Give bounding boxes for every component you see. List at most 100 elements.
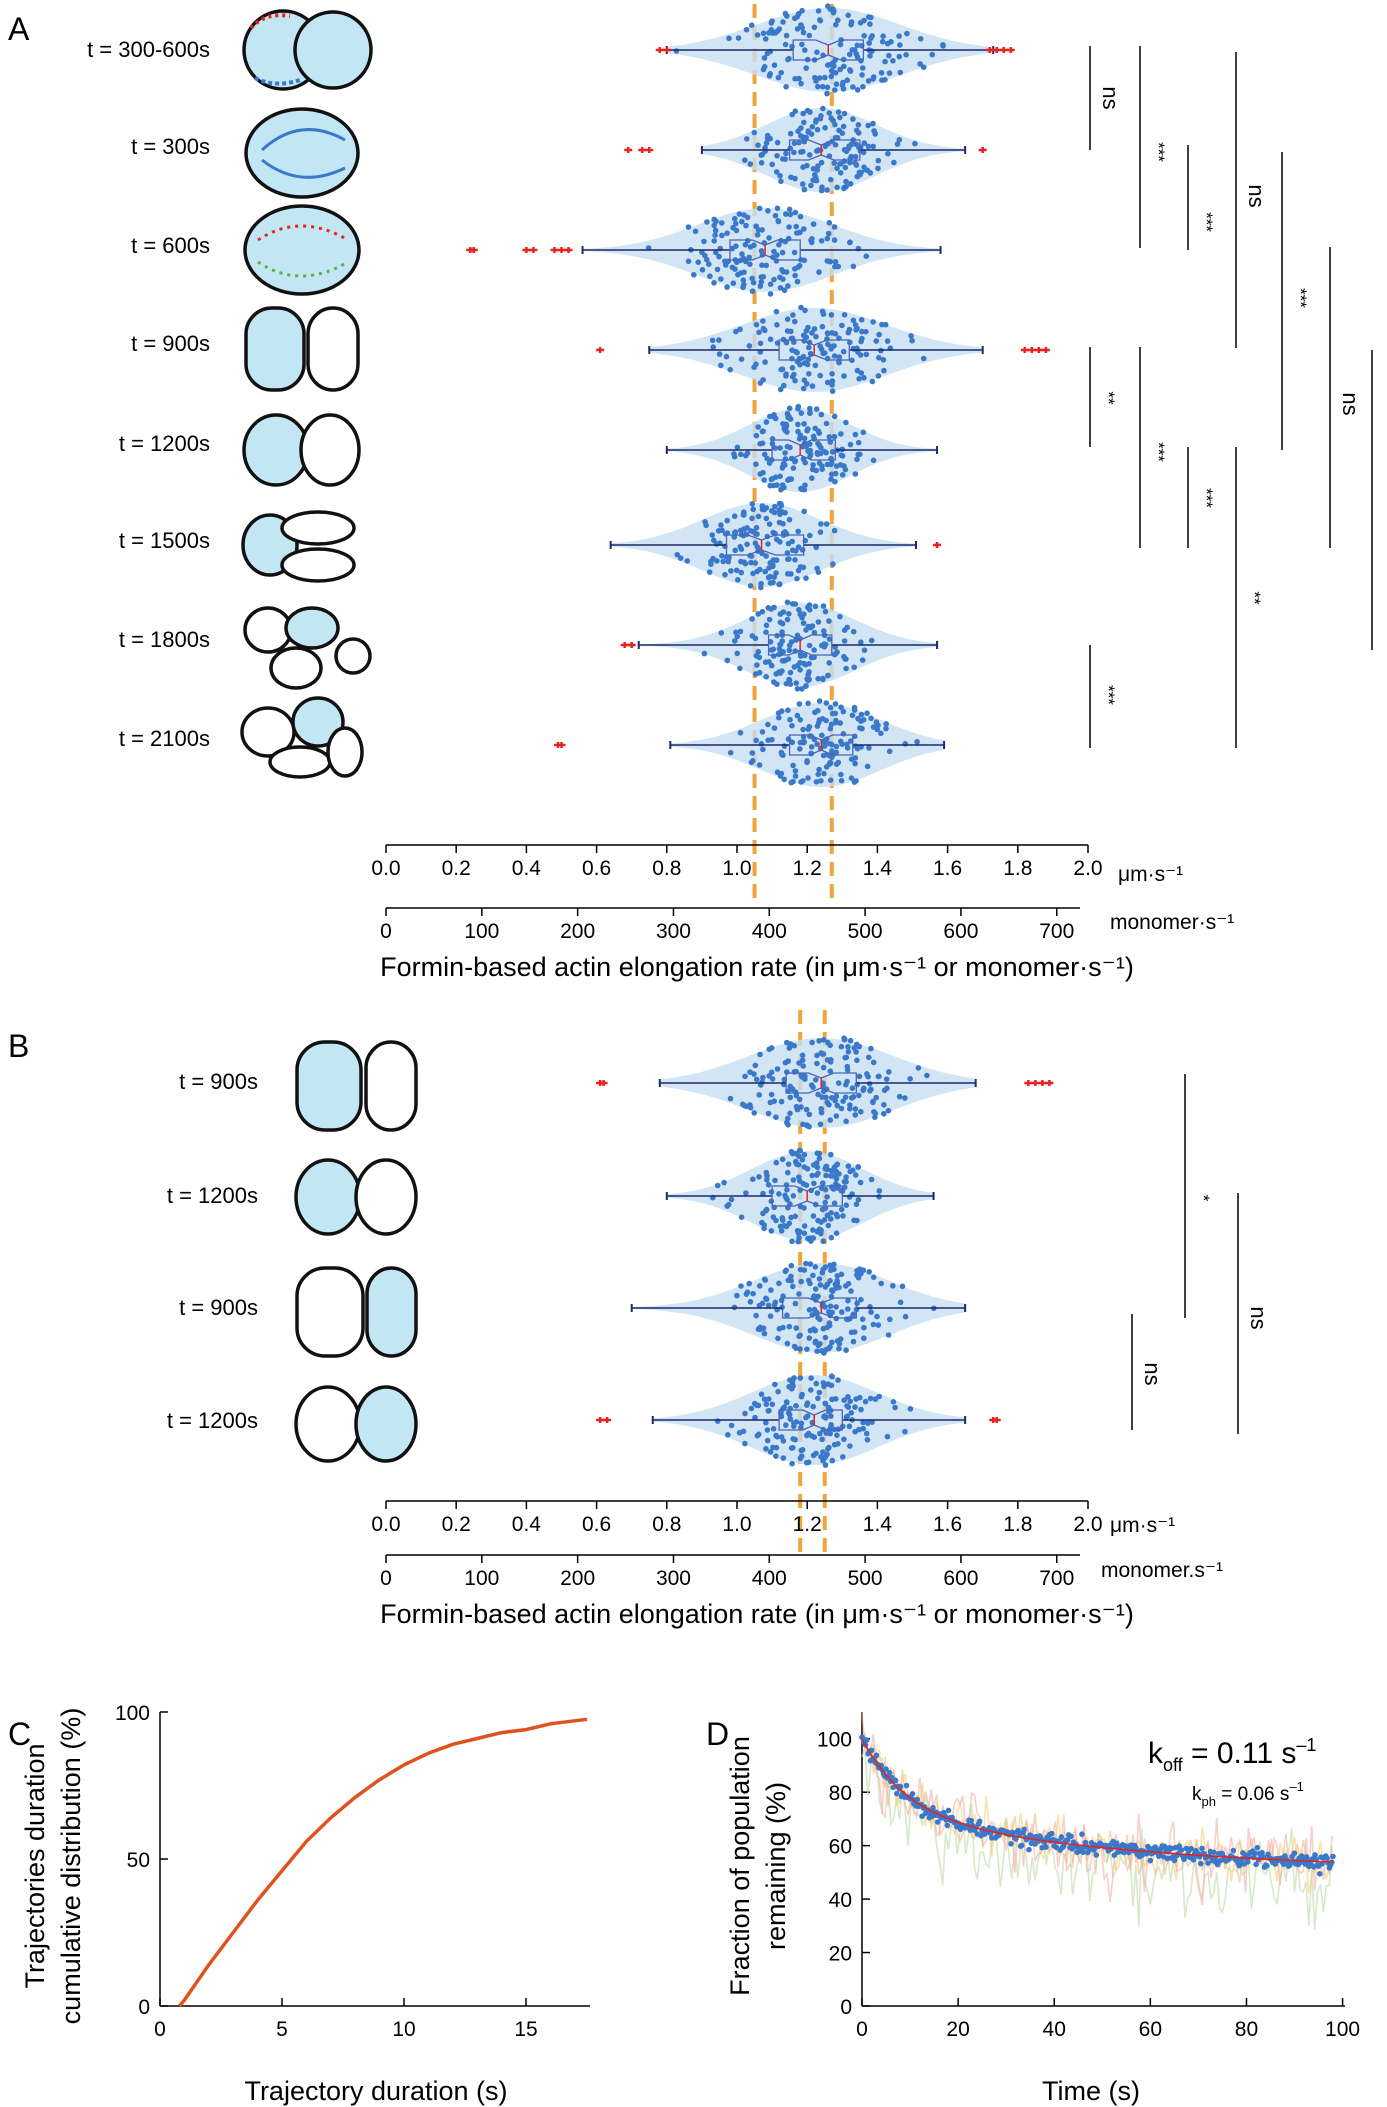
data-point [797, 1346, 803, 1352]
data-point [718, 276, 724, 282]
data-point [763, 1207, 769, 1214]
data-point [719, 232, 725, 239]
data-point [848, 141, 855, 148]
axis-monomer-a-tick-label-1: 100 [464, 920, 499, 943]
data-point [852, 760, 858, 767]
data-point [879, 77, 885, 83]
data-point [826, 110, 833, 116]
data-point [831, 433, 838, 440]
data-point [818, 1227, 824, 1234]
data-point [834, 165, 840, 172]
data-point [759, 729, 766, 735]
data-point [813, 333, 819, 340]
row-6 [620, 599, 939, 692]
data-point [774, 205, 781, 212]
outlier [933, 542, 942, 548]
data-point [819, 308, 826, 315]
data-point [1244, 1859, 1251, 1865]
data-point [841, 1036, 848, 1043]
data-point [875, 373, 882, 379]
data-point [796, 139, 802, 146]
data-point [732, 547, 738, 554]
data-point [716, 253, 722, 260]
data-point [770, 1426, 777, 1432]
data-point [802, 482, 808, 489]
data-point [876, 1073, 882, 1080]
data-point [816, 1276, 823, 1282]
data-point [742, 1410, 748, 1417]
data-point [811, 24, 818, 31]
data-point [756, 762, 763, 768]
data-point [834, 184, 840, 191]
data-point [1230, 1847, 1237, 1854]
cell-diagram-b-0 [295, 1040, 418, 1132]
data-point [842, 164, 849, 171]
data-point [798, 149, 804, 155]
cell-diagram-a-6 [243, 606, 372, 690]
data-point [845, 1049, 852, 1055]
data-point [813, 119, 819, 125]
data-point [761, 477, 767, 483]
data-point [848, 1410, 855, 1416]
data-point [783, 1182, 790, 1188]
data-point [845, 1163, 852, 1169]
data-point [841, 653, 847, 660]
data-point [815, 720, 822, 726]
data-point [784, 429, 790, 435]
data-point [750, 570, 756, 577]
data-point [863, 351, 870, 358]
data-point [914, 739, 920, 745]
data-point [752, 1414, 758, 1421]
axis-monomer-a: 0 100 200 300 400 500 600 700 monomer·s⁻¹ [380, 907, 1234, 943]
data-point [841, 373, 847, 379]
outlier [564, 247, 573, 253]
data-point [758, 1391, 765, 1398]
data-point [788, 174, 794, 181]
x-axis-label-a: Formin-based actin elongation rate (in μ… [380, 952, 1134, 982]
data-point [817, 1430, 823, 1437]
data-point [878, 70, 885, 76]
data-point [845, 329, 852, 336]
data-point [740, 277, 747, 284]
data-point [794, 686, 801, 692]
data-point [829, 1288, 836, 1294]
data-point [851, 1329, 858, 1335]
data-point [827, 704, 834, 711]
data-point [860, 1425, 866, 1432]
data-point [827, 6, 834, 12]
data-point [801, 1267, 808, 1273]
data-point [968, 1817, 975, 1824]
data-point [822, 1205, 829, 1211]
data-point [734, 444, 741, 451]
data-point [810, 462, 816, 468]
data-point [765, 721, 771, 728]
x-tick-label-d-1: 20 [946, 2018, 969, 2041]
data-point [774, 482, 780, 488]
box [785, 1072, 857, 1094]
data-point [770, 579, 776, 586]
data-point [772, 503, 778, 510]
data-point [824, 1451, 830, 1458]
data-point [896, 33, 902, 39]
data-point [822, 1284, 829, 1290]
data-point [830, 561, 836, 567]
sig-a-3: ns [1244, 184, 1269, 207]
axis-um-a-tick-label-4: 0.8 [652, 857, 681, 880]
data-point [835, 1377, 841, 1383]
data-point [786, 611, 792, 617]
outlier [1020, 347, 1029, 353]
data-point [821, 448, 828, 455]
data-point [756, 654, 763, 661]
data-point [718, 522, 724, 528]
data-point [817, 1121, 824, 1128]
data-point [870, 1321, 877, 1328]
data-point [815, 619, 822, 625]
data-point [820, 603, 827, 609]
data-point [766, 1396, 772, 1402]
data-point [827, 725, 834, 732]
data-point [1008, 1841, 1014, 1847]
data-point [808, 1375, 814, 1381]
data-point [714, 1182, 721, 1189]
data-point [691, 272, 697, 278]
